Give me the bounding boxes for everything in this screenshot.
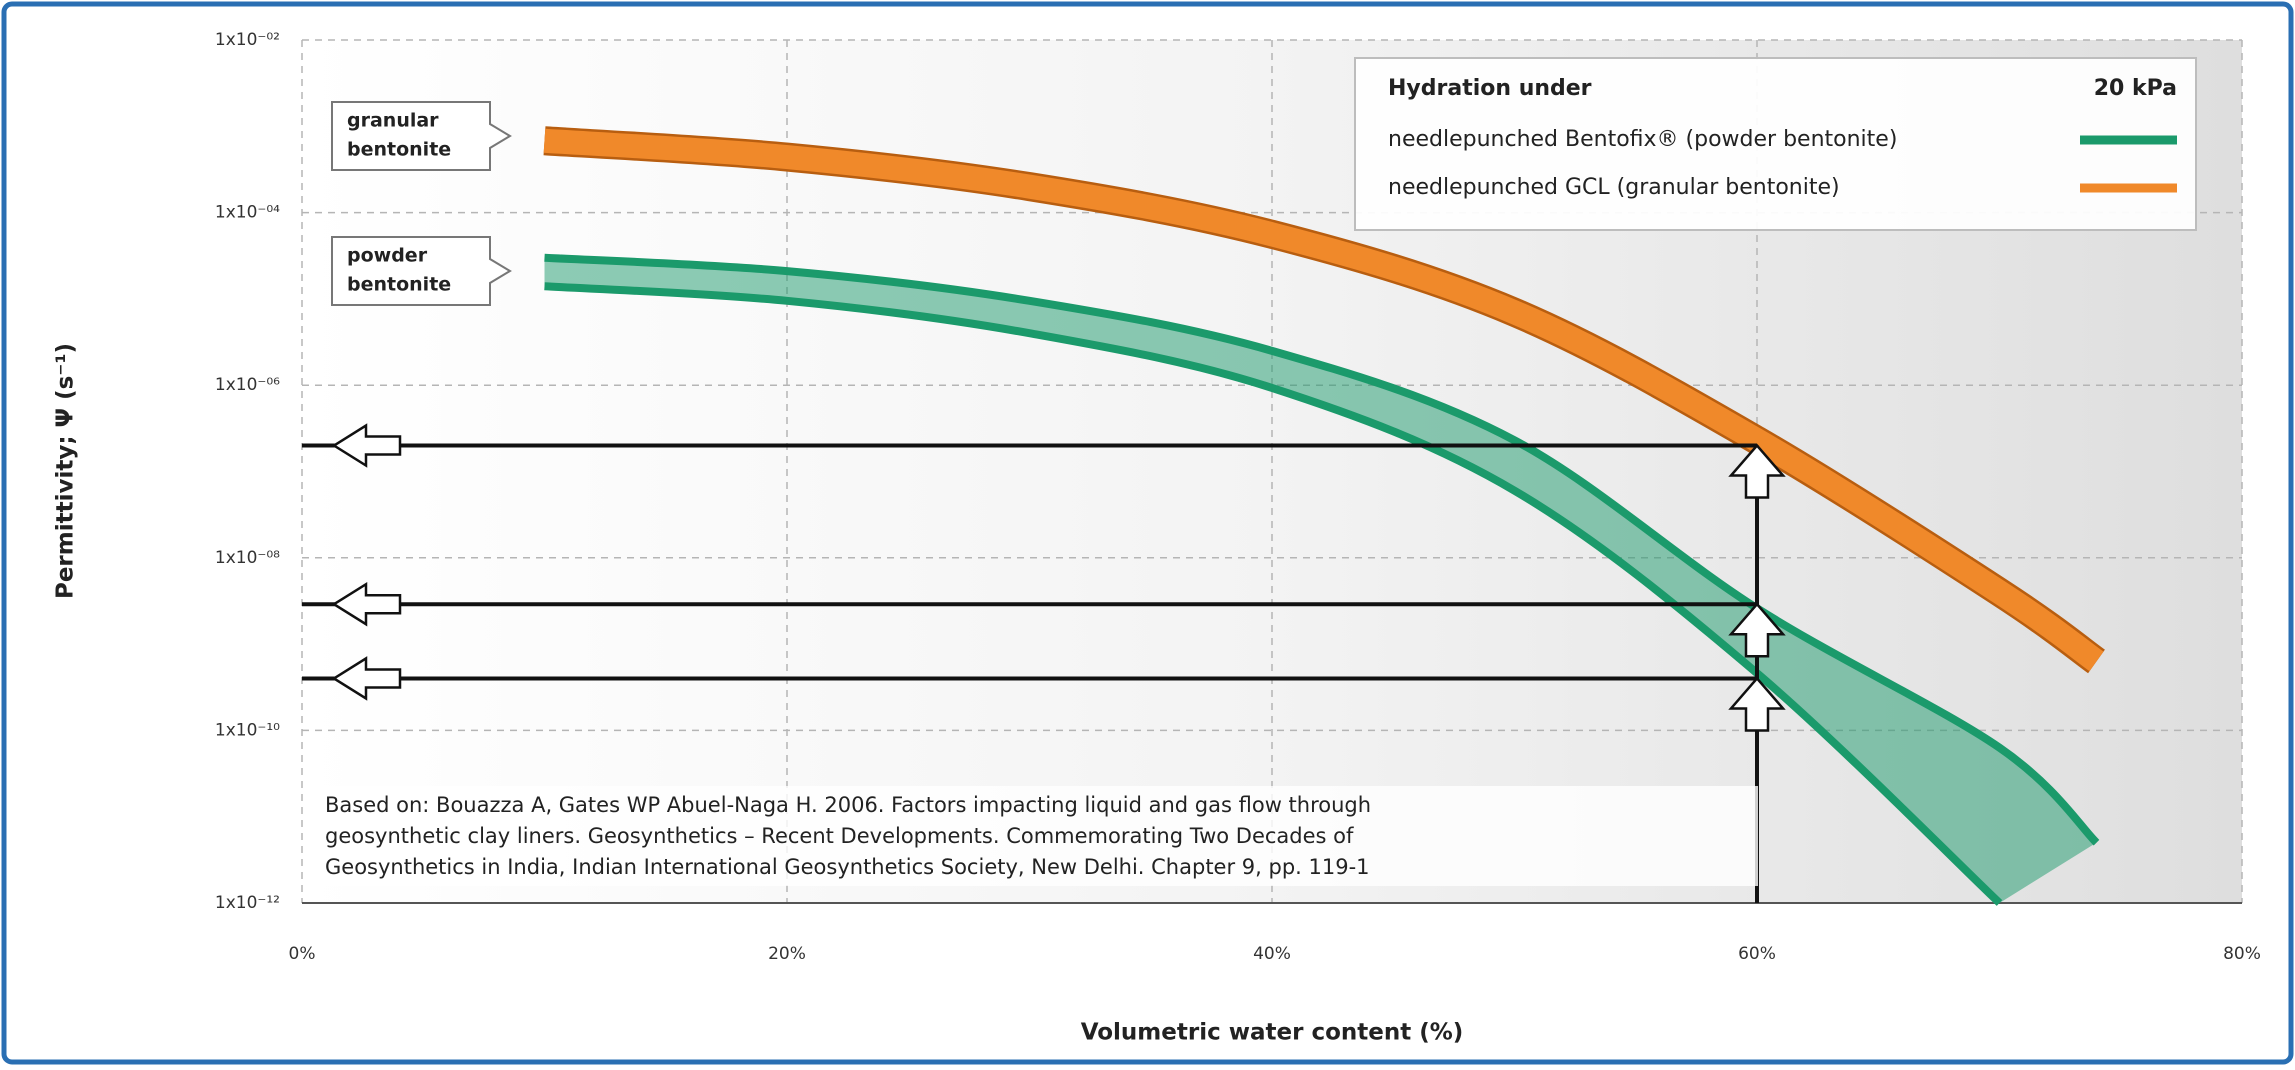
y-tick-label: 1x10⁻⁰⁸ [215, 548, 280, 568]
y-tick-label: 1x10⁻¹⁰ [215, 720, 280, 740]
y-tick-label: 1x10⁻⁰⁴ [215, 203, 280, 223]
citation-line: Geosynthetics in India, Indian Internati… [325, 855, 1370, 879]
x-tick-label: 20% [768, 944, 806, 964]
citation-line: geosynthetic clay liners. Geosynthetics … [325, 824, 1354, 848]
y-tick-label: 1x10⁻⁰² [215, 30, 280, 50]
x-tick-label: 0% [289, 944, 316, 964]
legend-label: needlepunched GCL (granular bentonite) [1388, 175, 1840, 200]
y-axis-title: Permittivity; Ψ (s⁻¹) [53, 343, 79, 599]
y-tick-label: 1x10⁻⁰⁶ [215, 375, 280, 395]
citation-line: Based on: Bouazza A, Gates WP Abuel-Naga… [325, 793, 1371, 817]
x-tick-label: 80% [2223, 944, 2261, 964]
x-axis-title: Volumetric water content (%) [1081, 1020, 1464, 1046]
y-tick-label: 1x10⁻¹² [215, 893, 280, 913]
callout-text: bentonite [347, 139, 451, 161]
legend-title: Hydration under [1388, 76, 1592, 101]
legend-condition: 20 kPa [2094, 76, 2177, 101]
legend-label: needlepunched Bentofix® (powder bentonit… [1388, 127, 1897, 152]
callout-text: powder [347, 245, 428, 267]
x-tick-label: 60% [1738, 944, 1776, 964]
callout-text: bentonite [347, 274, 451, 296]
callout-text: granular [347, 110, 439, 132]
x-tick-label: 40% [1253, 944, 1291, 964]
chart: 1x10⁻⁰² 1x10⁻⁰⁴ 1x10⁻⁰⁶ 1x10⁻⁰⁸ 1x10⁻¹⁰ 1x10⁻… [0, 0, 2295, 1066]
